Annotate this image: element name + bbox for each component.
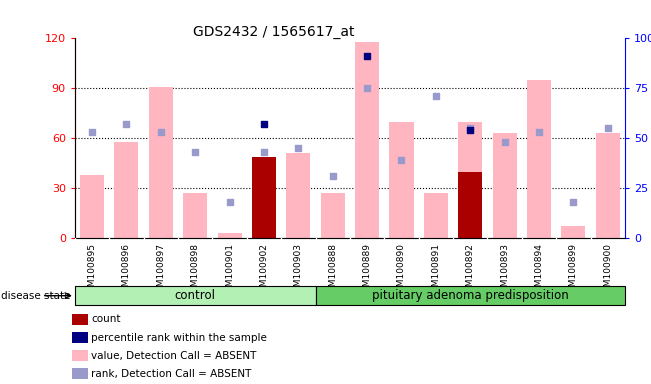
Text: value, Detection Call = ABSENT: value, Detection Call = ABSENT [91, 351, 256, 361]
Text: GSM100898: GSM100898 [191, 243, 200, 298]
Text: GSM100903: GSM100903 [294, 243, 303, 298]
Text: GSM100899: GSM100899 [569, 243, 578, 298]
Point [190, 149, 201, 155]
Text: GSM100891: GSM100891 [432, 243, 440, 298]
Bar [596, 133, 620, 238]
Point [431, 93, 441, 99]
Bar [149, 87, 173, 238]
Point [396, 157, 407, 163]
Point [121, 121, 132, 127]
Bar [316, 286, 625, 305]
Text: count: count [91, 314, 120, 324]
Text: GSM100895: GSM100895 [87, 243, 96, 298]
Bar [493, 133, 517, 238]
Text: GDS2432 / 1565617_at: GDS2432 / 1565617_at [193, 25, 354, 39]
Bar [183, 193, 207, 238]
Bar [458, 122, 482, 238]
Text: GSM100902: GSM100902 [260, 243, 268, 298]
Bar [115, 142, 139, 238]
Point [465, 127, 475, 133]
Text: GSM100897: GSM100897 [156, 243, 165, 298]
Text: GSM100896: GSM100896 [122, 243, 131, 298]
Bar [527, 80, 551, 238]
Text: GSM100892: GSM100892 [465, 243, 475, 298]
Text: GSM100890: GSM100890 [397, 243, 406, 298]
Point [293, 145, 303, 151]
Point [362, 53, 372, 60]
Text: GSM100889: GSM100889 [363, 243, 372, 298]
Bar [217, 233, 242, 238]
Text: percentile rank within the sample: percentile rank within the sample [91, 333, 267, 343]
Text: GSM100901: GSM100901 [225, 243, 234, 298]
Bar [561, 227, 585, 238]
Bar [321, 193, 345, 238]
Bar [355, 42, 379, 238]
Bar [424, 193, 448, 238]
Point [258, 121, 269, 127]
Point [499, 139, 510, 145]
Point [156, 129, 166, 135]
Bar [252, 157, 276, 238]
Bar [458, 172, 482, 238]
Bar [252, 157, 276, 238]
Point [534, 129, 544, 135]
Point [603, 125, 613, 131]
Text: GSM100888: GSM100888 [328, 243, 337, 298]
Bar [75, 286, 316, 305]
Bar [80, 175, 104, 238]
Point [568, 199, 579, 205]
Text: control: control [174, 289, 215, 302]
Text: pituitary adenoma predisposition: pituitary adenoma predisposition [372, 289, 568, 302]
Bar [286, 153, 311, 238]
Text: rank, Detection Call = ABSENT: rank, Detection Call = ABSENT [91, 369, 251, 379]
Text: GSM100900: GSM100900 [603, 243, 613, 298]
Point [362, 85, 372, 91]
Point [87, 129, 97, 135]
Point [327, 173, 338, 179]
Bar [389, 122, 413, 238]
Point [225, 199, 235, 205]
Text: GSM100893: GSM100893 [500, 243, 509, 298]
Point [258, 149, 269, 155]
Point [465, 125, 475, 131]
Text: GSM100894: GSM100894 [534, 243, 544, 298]
Text: disease state: disease state [1, 291, 70, 301]
